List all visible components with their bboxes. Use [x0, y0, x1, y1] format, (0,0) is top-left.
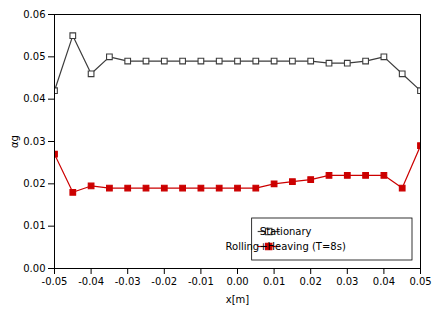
- svg-text:-0.03: -0.03: [115, 276, 141, 287]
- svg-text:Stationary: Stationary: [260, 226, 312, 237]
- svg-text:0.01: 0.01: [23, 220, 45, 231]
- svg-text:-0.04: -0.04: [78, 276, 104, 287]
- svg-text:αg: αg: [9, 135, 20, 148]
- svg-text:0.03: 0.03: [336, 276, 358, 287]
- svg-text:0.02: 0.02: [23, 178, 45, 189]
- svg-text:0.05: 0.05: [409, 276, 431, 287]
- svg-text:0.01: 0.01: [263, 276, 285, 287]
- svg-text:Rolling+Heaving (T=8s): Rolling+Heaving (T=8s): [226, 241, 346, 252]
- svg-text:0.00: 0.00: [23, 263, 45, 274]
- svg-text:0.05: 0.05: [23, 51, 45, 62]
- svg-text:0.02: 0.02: [300, 276, 322, 287]
- svg-text:0.00: 0.00: [226, 276, 248, 287]
- svg-text:-0.05: -0.05: [42, 276, 68, 287]
- svg-text:0.03: 0.03: [23, 136, 45, 147]
- svg-text:x[m]: x[m]: [226, 294, 250, 305]
- svg-text:-0.01: -0.01: [188, 276, 214, 287]
- svg-text:-0.02: -0.02: [151, 276, 177, 287]
- svg-text:0.06: 0.06: [23, 9, 45, 20]
- svg-text:0.04: 0.04: [23, 93, 45, 104]
- svg-text:0.04: 0.04: [373, 276, 395, 287]
